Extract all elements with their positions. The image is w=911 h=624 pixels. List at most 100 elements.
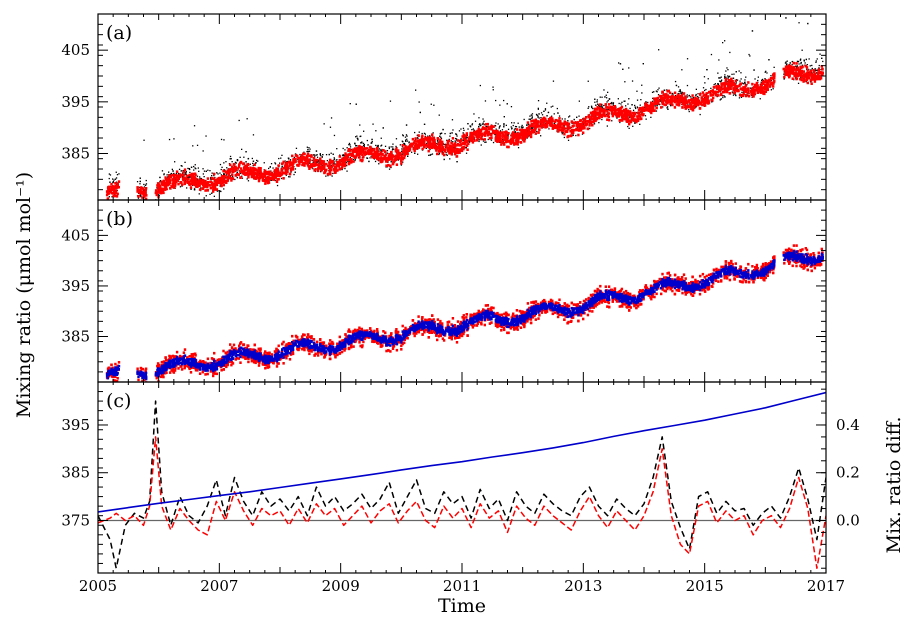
data-point [699,113,701,116]
data-point [482,118,484,120]
data-point [650,107,653,111]
data-point [406,140,409,142]
data-point [525,131,528,135]
data-point [143,189,145,191]
data-point [264,169,267,173]
data-point [478,131,481,134]
data-point [272,167,274,169]
data-point [415,89,417,91]
data-point [488,133,491,136]
data-point [223,162,225,164]
data-point [285,164,289,167]
data-point [367,144,369,146]
data-point [462,135,466,139]
data-point [284,160,286,162]
data-point [523,118,525,121]
data-point [485,141,487,143]
series-observed_red [105,61,824,200]
data-point [821,71,824,75]
data-point [657,89,659,91]
data-point [270,163,273,165]
data-point [635,112,637,114]
data-point [341,161,345,165]
data-point [226,169,230,173]
data-point [511,127,513,129]
data-point [639,104,641,106]
data-point [769,83,772,86]
data-point [205,135,207,137]
data-point [571,122,573,124]
data-point [326,160,328,162]
data-point [587,114,590,117]
data-point [694,96,697,100]
data-point [333,159,335,161]
data-point [355,150,359,154]
data-point [196,175,199,177]
data-point [673,100,677,104]
data-point [501,136,504,139]
data-point [272,175,275,178]
data-point [354,142,356,144]
data-point [806,64,808,66]
data-point [537,116,539,118]
data-point [642,113,645,116]
data-point [420,144,423,147]
data-point [114,178,117,180]
data-point [676,95,680,98]
data-point [640,99,642,101]
data-point [253,163,256,167]
data-point [381,144,383,146]
data-point [785,17,787,19]
data-point [610,105,614,109]
data-point [429,136,432,139]
data-point [338,155,341,158]
data-point [219,185,221,187]
data-point [356,147,360,150]
data-point [330,152,332,154]
data-point [821,73,824,77]
data-point [395,138,398,140]
data-point [526,124,528,126]
data-point [820,69,822,71]
data-point [171,173,175,177]
data-point [717,72,719,74]
data-point [626,110,629,114]
data-point [483,127,487,130]
data-point [636,119,640,122]
data-point [111,188,114,191]
data-point [681,93,683,95]
data-point [682,92,686,95]
data-point [159,187,162,190]
data-point [431,133,434,136]
data-point [478,117,480,119]
data-point [787,74,790,77]
data-point [745,76,747,78]
data-point [373,156,376,159]
data-point [334,168,337,171]
data-point [210,176,212,179]
data-point [692,98,695,102]
data-point [657,94,660,96]
data-point [346,155,350,159]
data-point [710,98,713,102]
data-point [158,194,160,197]
data-point [443,143,445,146]
data-point [107,187,110,190]
data-point [137,192,140,194]
data-point [732,94,735,96]
data-point [749,55,751,57]
data-point [574,121,578,124]
data-point [784,72,787,76]
data-point [427,135,429,137]
data-point [222,178,225,181]
data-point [783,71,785,73]
data-point [465,152,468,154]
data-point [297,158,299,161]
data-point [641,84,643,86]
data-point [802,80,805,83]
data-point [822,60,824,63]
data-point [461,135,464,138]
data-point [424,133,426,135]
data-point [401,150,403,152]
data-point [537,108,539,110]
